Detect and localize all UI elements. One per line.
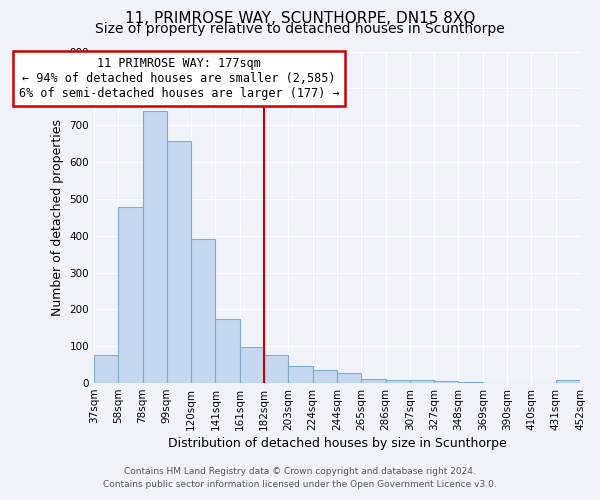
- Bar: [264, 356, 289, 383]
- Text: 11, PRIMROSE WAY, SCUNTHORPE, DN15 8XQ: 11, PRIMROSE WAY, SCUNTHORPE, DN15 8XQ: [125, 11, 475, 26]
- Bar: [337, 373, 361, 383]
- Bar: [386, 380, 410, 383]
- Text: Size of property relative to detached houses in Scunthorpe: Size of property relative to detached ho…: [95, 22, 505, 36]
- Text: 11 PRIMROSE WAY: 177sqm
← 94% of detached houses are smaller (2,585)
6% of semi-: 11 PRIMROSE WAY: 177sqm ← 94% of detache…: [19, 57, 340, 100]
- Y-axis label: Number of detached properties: Number of detached properties: [51, 119, 64, 316]
- Bar: [118, 208, 143, 383]
- Bar: [289, 366, 313, 383]
- Bar: [240, 346, 264, 383]
- Bar: [458, 382, 483, 383]
- X-axis label: Distribution of detached houses by size in Scunthorpe: Distribution of detached houses by size …: [167, 437, 506, 450]
- Bar: [94, 356, 118, 383]
- Bar: [556, 380, 580, 383]
- Bar: [434, 381, 458, 383]
- Bar: [191, 240, 215, 383]
- Bar: [215, 319, 240, 383]
- Bar: [361, 378, 386, 383]
- Bar: [143, 111, 167, 383]
- Text: Contains HM Land Registry data © Crown copyright and database right 2024.
Contai: Contains HM Land Registry data © Crown c…: [103, 468, 497, 489]
- Bar: [313, 370, 337, 383]
- Bar: [410, 380, 434, 383]
- Bar: [167, 141, 191, 383]
